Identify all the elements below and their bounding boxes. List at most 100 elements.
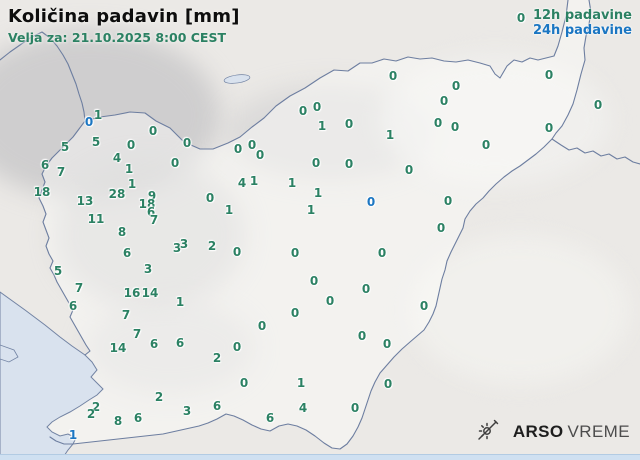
station-value: 0 [433,116,443,130]
station-value: 0 [419,299,429,313]
station-value: 0 [290,306,300,320]
station-value: 0 [232,340,242,354]
station-value: 0 [255,148,265,162]
map-header: Količina padavin [mm] Velja za: 21.10.20… [8,6,240,45]
station-value: 7 [132,327,142,341]
station-value: 3 [179,237,189,251]
station-value: 4 [298,401,308,415]
station-value: 6 [149,337,159,351]
station-value: 0 [377,246,387,260]
italy-austria-border [0,31,86,122]
station-value: 7 [121,308,131,322]
station-value: 4 [237,176,247,190]
station-value: 2 [91,400,101,414]
station-value: 11 [87,212,105,226]
station-value: 0 [344,157,354,171]
slovenia-west-border [38,120,91,356]
station-value: 6 [122,246,132,260]
lake [223,74,251,84]
station-value: 0 [357,329,367,343]
station-value: 3 [143,262,153,276]
legend-item-24h[interactable]: 24h padavine [532,23,632,38]
station-value: 0 [182,136,192,150]
station-value: 1 [287,176,297,190]
station-value: 0 [361,282,371,296]
hungary-croatia-border [551,138,640,165]
page-title: Količina padavin [mm] [8,6,240,27]
station-value: 1 [249,174,259,188]
station-value: 0 [344,117,354,131]
station-value: 0 [382,337,392,351]
station-value: 3 [172,241,182,255]
station-value: 18 [33,185,51,199]
station-value: 16 [123,286,141,300]
station-value: 0 [84,115,94,129]
station-value: 0 [436,221,446,235]
station-value: 1 [93,108,103,122]
station-value: 0 [544,121,554,135]
station-value: 0 [366,195,376,209]
station-value: 0 [290,246,300,260]
station-value: 7 [74,281,84,295]
station-value: 0 [383,377,393,391]
station-value: 0 [481,138,491,152]
station-value: 0 [593,98,603,112]
station-value: 0 [388,69,398,83]
station-value: 0 [439,94,449,108]
station-value: 1 [317,119,327,133]
station-value: 5 [60,140,70,154]
station-value: 0 [257,319,267,333]
lagoon [0,344,19,363]
legend: 12h padavine 24h padavine [533,8,632,38]
station-value: 1 [385,128,395,142]
station-value: 0 [516,11,526,25]
station-value: 5 [91,135,101,149]
station-value: 0 [239,376,249,390]
station-value: 0 [233,142,243,156]
station-value: 6 [133,411,143,425]
station-value: 0 [544,68,554,82]
station-value: 1 [175,295,185,309]
station-value: 0 [309,274,319,288]
station-value: 0 [232,245,242,259]
station-value: 0 [443,194,453,208]
brand-arso: ARSO [512,422,564,441]
station-value: 6 [68,299,78,313]
station-value: 8 [117,225,127,239]
station-value: 2 [86,407,96,421]
station-value: 5 [53,264,63,278]
station-value: 3 [182,404,192,418]
slovenia-north-east-south-border [49,0,592,450]
station-value: 1 [296,376,306,390]
station-value: 14 [109,341,127,355]
station-value: 0 [311,156,321,170]
station-value: 13 [76,194,94,208]
station-value: 0 [170,156,180,170]
station-value: 0 [350,401,360,415]
brand-vreme: VREME [567,422,630,441]
arso-weather-icon [476,418,500,446]
station-value: 7 [149,213,159,227]
legend-item-12h[interactable]: 12h padavine [532,8,632,23]
station-value: 0 [312,100,322,114]
station-value: 1 [313,186,323,200]
station-value: 2 [207,239,217,253]
station-value: 0 [404,163,414,177]
arso-vreme-logo[interactable]: ARSO VREME [476,418,630,446]
station-value: 1 [68,428,78,442]
station-value: 1 [127,177,137,191]
station-value: 2 [212,351,222,365]
station-value: 0 [205,191,215,205]
station-value: 1 [306,203,316,217]
station-value: 18 [138,197,156,211]
station-value: 1 [124,162,134,176]
station-value: 6 [212,399,222,413]
station-value: 0 [325,294,335,308]
brand-text: ARSO VREME [513,422,630,442]
station-value: 0 [451,79,461,93]
valid-time-label: Velja za: 21.10.2025 8:00 CEST [8,30,226,45]
station-value: 1 [224,203,234,217]
station-value: 0 [247,138,257,152]
